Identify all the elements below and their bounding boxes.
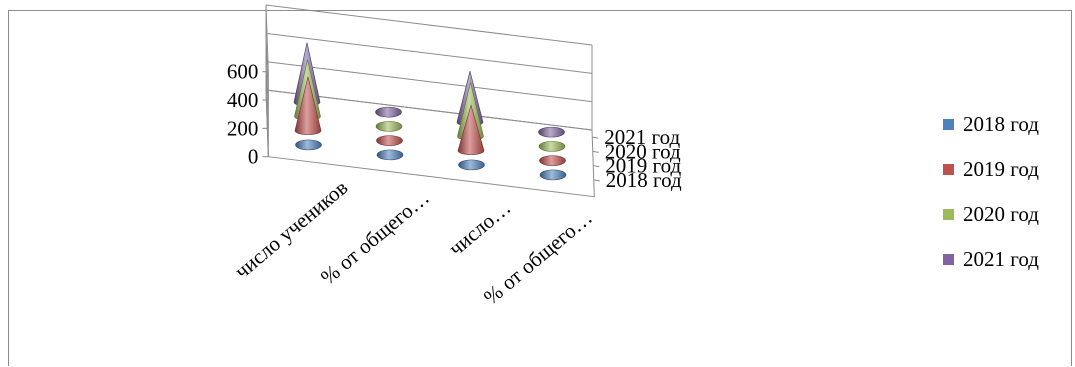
back-wall-gridline (265, 32, 593, 74)
depth-tick-mark (592, 150, 599, 153)
legend-label: 2019 год (963, 157, 1039, 181)
depth-tick-mark (593, 165, 600, 168)
legend-swatch (943, 254, 954, 265)
cone-2018 год-3 (539, 169, 567, 181)
cone-2019 год-1 (376, 135, 403, 146)
cone-2019 год-3 (539, 155, 566, 166)
cone-2018 год-0 (295, 139, 322, 151)
y-tick-label: 200 (227, 116, 259, 140)
depth-tick-label: 2020 год (605, 139, 681, 163)
y-tick-label: 400 (227, 88, 259, 112)
cone-2019 год-0 (294, 76, 322, 135)
depth-tick-label: 2019 год (605, 154, 681, 178)
legend-label: 2021 год (963, 247, 1039, 271)
legend-label: 2020 год (963, 202, 1039, 226)
x-tick-label: число… (444, 195, 515, 260)
legend-swatch (943, 119, 954, 130)
cone-2020 год-1 (375, 121, 403, 132)
depth-tick-mark (593, 179, 600, 182)
cone-2021 год-1 (375, 106, 402, 118)
chart-walls (262, 4, 595, 198)
y-tick-label: 0 (248, 145, 259, 169)
back-wall-gridline (265, 89, 593, 131)
back-wall-gridline (265, 61, 593, 103)
cone-2019 год-2 (457, 104, 485, 155)
chart-marks (293, 42, 567, 181)
cone-2020 год-3 (538, 141, 566, 152)
chart-frame (8, 10, 1072, 366)
legend-swatch (943, 209, 954, 220)
depth-tick-mark (592, 136, 599, 139)
cone-2021 год-3 (538, 126, 565, 138)
depth-tick-label: 2018 год (606, 168, 682, 192)
cone-2018 год-2 (458, 159, 485, 171)
y-tick-label: 600 (227, 60, 259, 84)
legend-label: 2018 год (963, 112, 1039, 136)
legend-swatch (943, 164, 954, 175)
cone-2018 год-1 (376, 149, 404, 161)
depth-tick-label: 2021 год (604, 125, 680, 149)
back-wall-gridline (265, 4, 593, 46)
